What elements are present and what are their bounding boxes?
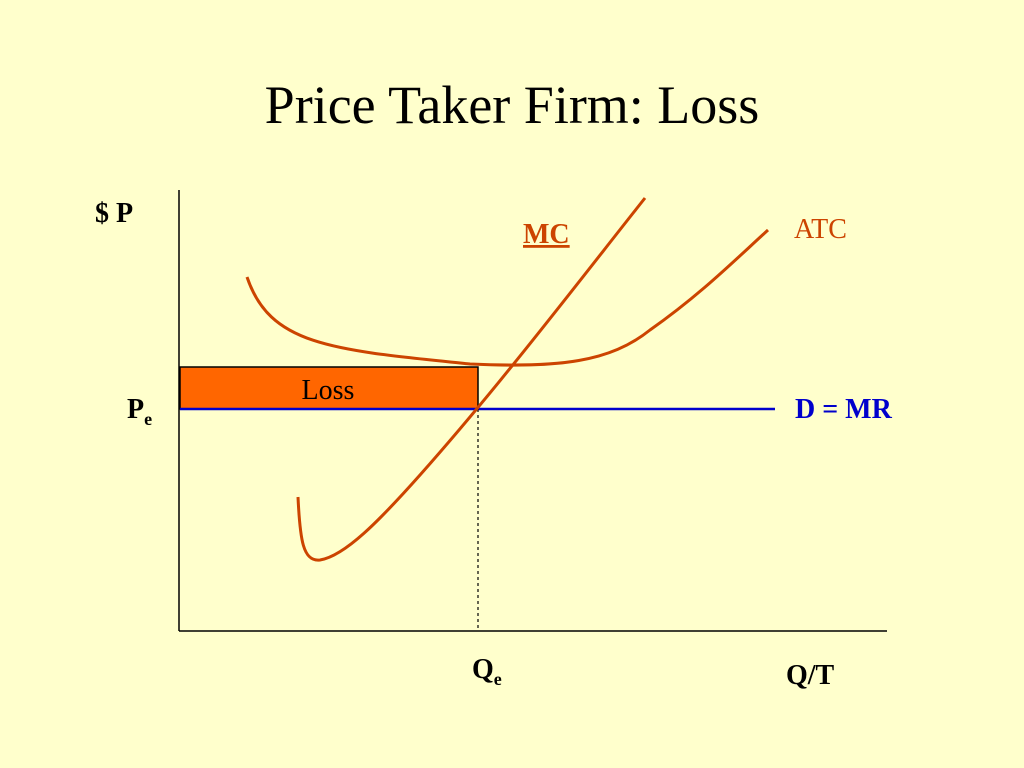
price-marker-subscript: e: [144, 409, 152, 429]
slide-title: Price Taker Firm: Loss: [264, 75, 760, 135]
x-axis-label: Q/T: [786, 660, 835, 691]
quantity-marker-label: Qe: [472, 654, 502, 689]
price-marker-base: P: [127, 394, 144, 425]
mc-curve: [296, 197, 647, 562]
loss-area: [179, 366, 479, 410]
loss-label: Loss: [302, 375, 355, 406]
mc-label: MC: [523, 219, 570, 250]
demand-mr-label: D = MR: [795, 394, 893, 425]
y-axis-label: $ P: [95, 198, 133, 229]
atc-curve: [245, 228, 770, 367]
quantity-marker-base: Q: [472, 654, 494, 685]
quantity-marker-subscript: e: [494, 669, 502, 689]
atc-label: ATC: [794, 214, 847, 245]
price-marker-label: Pe: [127, 394, 152, 429]
